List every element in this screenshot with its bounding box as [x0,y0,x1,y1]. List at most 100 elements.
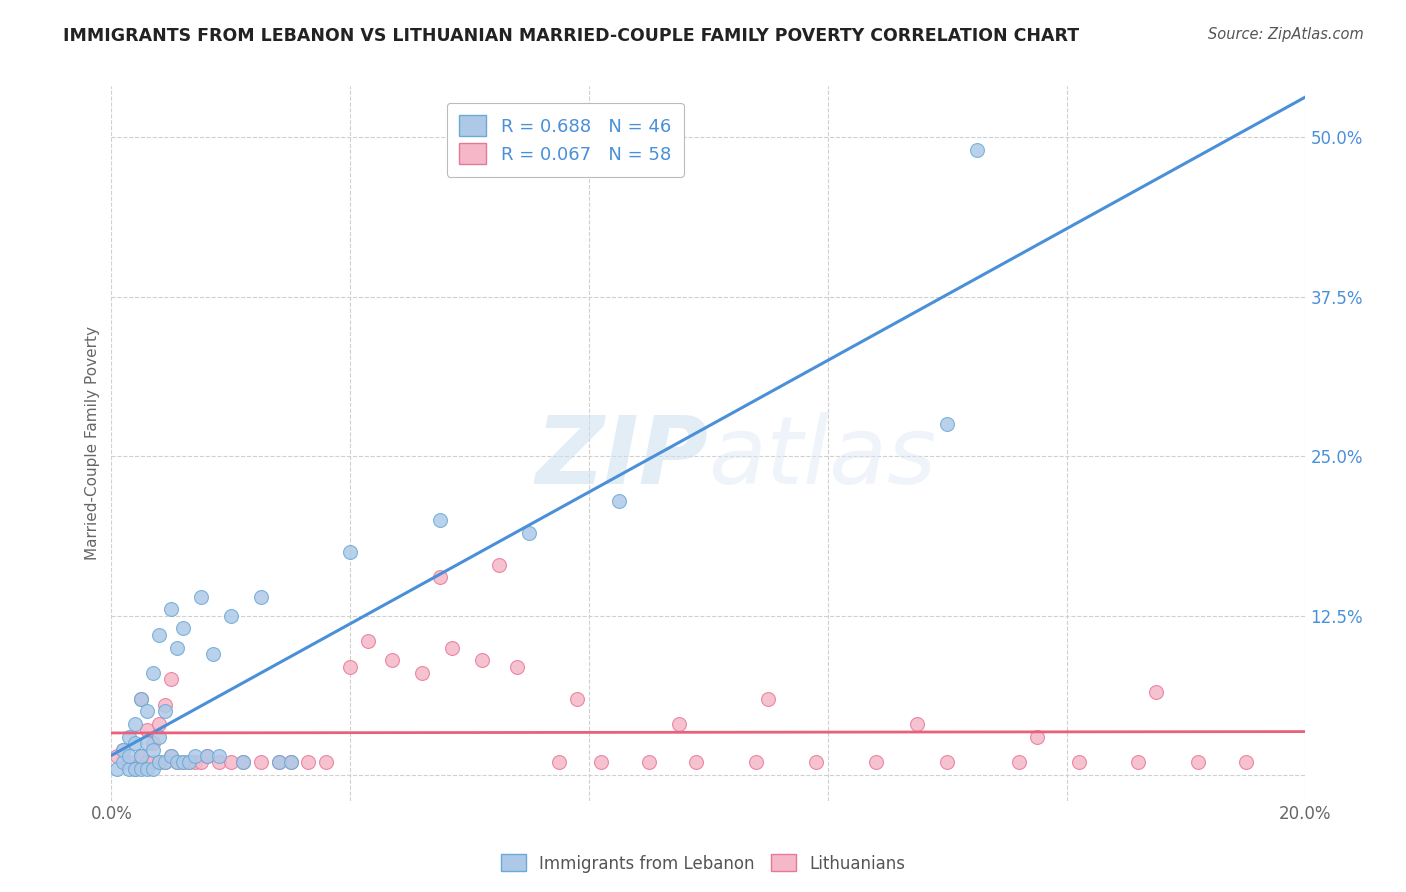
Text: Source: ZipAtlas.com: Source: ZipAtlas.com [1208,27,1364,42]
Point [172,622,194,636]
Point [517,525,540,540]
Point [118,749,141,764]
Point [142,666,165,681]
Point [153,756,176,770]
Point [249,590,271,604]
Point [112,742,135,756]
Text: ZIP: ZIP [536,412,709,504]
Point [381,653,404,667]
Point [267,756,290,770]
Point [105,749,128,764]
Point [195,749,218,764]
Point [142,756,165,770]
Point [129,691,152,706]
Point [1008,756,1031,770]
Text: IMMIGRANTS FROM LEBANON VS LITHUANIAN MARRIED-COUPLE FAMILY POVERTY CORRELATION : IMMIGRANTS FROM LEBANON VS LITHUANIAN MA… [63,27,1080,45]
Point [160,673,183,687]
Point [112,756,135,770]
Legend: R = 0.688   N = 46, R = 0.067   N = 58: R = 0.688 N = 46, R = 0.067 N = 58 [447,103,683,177]
Point [1234,756,1257,770]
Point [249,756,271,770]
Point [201,647,224,661]
Point [148,730,170,744]
Point [148,628,170,642]
Point [936,417,959,432]
Point [565,691,588,706]
Point [148,717,170,731]
Point [160,602,183,616]
Point [607,494,630,508]
Point [129,749,152,764]
Point [142,742,165,756]
Point [1128,756,1150,770]
Point [177,756,200,770]
Point [142,762,165,776]
Point [112,742,135,756]
Point [470,653,492,667]
Point [166,640,188,655]
Point [1144,685,1167,699]
Point [548,756,571,770]
Point [184,749,207,764]
Point [172,756,194,770]
Point [1025,730,1047,744]
Point [966,143,988,157]
Point [177,756,200,770]
Point [267,756,290,770]
Point [232,756,254,770]
Point [129,762,152,776]
Legend: Immigrants from Lebanon, Lithuanians: Immigrants from Lebanon, Lithuanians [494,847,912,880]
Point [136,736,159,750]
Point [219,608,242,623]
Point [280,756,302,770]
Point [685,756,707,770]
Point [315,756,337,770]
Point [637,756,659,770]
Point [190,756,212,770]
Point [184,756,207,770]
Point [136,756,159,770]
Point [124,736,146,750]
Point [429,513,451,527]
Point [129,749,152,764]
Point [865,756,887,770]
Point [208,749,231,764]
Point [357,634,380,648]
Point [668,717,690,731]
Point [166,756,188,770]
Point [756,691,779,706]
Y-axis label: Married-Couple Family Poverty: Married-Couple Family Poverty [86,326,100,560]
Point [905,717,928,731]
Point [166,756,188,770]
Point [118,762,141,776]
Point [219,756,242,770]
Point [589,756,612,770]
Point [160,749,183,764]
Point [339,659,361,673]
Point [488,558,510,572]
Point [124,762,146,776]
Point [142,736,165,750]
Point [745,756,768,770]
Point [208,756,231,770]
Point [153,698,176,712]
Point [148,756,170,770]
Point [804,756,827,770]
Point [297,756,319,770]
Point [153,756,176,770]
Point [118,756,141,770]
Point [506,659,529,673]
Point [429,570,451,584]
Point [118,730,141,744]
Point [105,762,128,776]
Point [124,717,146,731]
Point [280,756,302,770]
Point [124,762,146,776]
Point [195,749,218,764]
Point [129,691,152,706]
Point [136,723,159,738]
Point [339,545,361,559]
Point [936,756,959,770]
Point [190,590,212,604]
Point [411,666,433,681]
